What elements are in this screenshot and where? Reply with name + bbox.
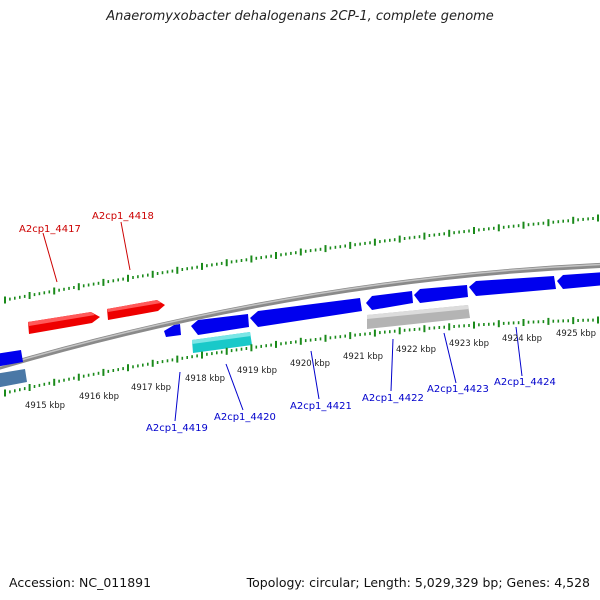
topology-text: Topology: circular; Length: 5,029,329 bp… <box>246 575 590 590</box>
gene-label-A2cp1_4420[interactable]: A2cp1_4420 <box>214 412 276 423</box>
gene-A2cp1_4417-shade <box>28 312 95 326</box>
genome-backbone-highlight <box>0 263 600 367</box>
reverse-strand-genes <box>0 272 600 388</box>
scale-label: 4923 kbp <box>449 339 489 349</box>
gene-A2cp1_4418[interactable] <box>107 300 165 320</box>
scale-label: 4918 kbp <box>185 374 225 384</box>
scale-label: 4915 kbp <box>25 401 65 411</box>
gene-A2cp1_4421b[interactable] <box>366 291 413 310</box>
gene-label-A2cp1_4424[interactable]: A2cp1_4424 <box>494 377 556 388</box>
leader-line-A2cp1_4423 <box>443 332 457 384</box>
gene-A2cp1_4424[interactable] <box>469 276 556 296</box>
scale-label: 4920 kbp <box>290 359 330 369</box>
lower-tick-track <box>4 316 599 397</box>
scale-label: 4916 kbp <box>79 392 119 402</box>
gene-A2cp1_4421[interactable] <box>250 298 362 327</box>
scale-label: 4925 kbp <box>556 329 596 339</box>
gene-label-A2cp1_4421[interactable]: A2cp1_4421 <box>290 401 352 412</box>
scale-label: 4922 kbp <box>396 345 436 355</box>
genome-backbone <box>0 262 600 370</box>
leader-line-A2cp1_4417 <box>42 232 58 283</box>
scale-label: 4917 kbp <box>131 383 171 393</box>
scale-labels: 4915 kbp 4916 kbp 4917 kbp 4918 kbp 4919 kbp… <box>25 329 596 411</box>
gene-right-edge-blue[interactable] <box>557 272 600 289</box>
gene-label-leader-lines <box>42 221 523 422</box>
leader-line-A2cp1_4420 <box>225 363 244 411</box>
leader-line-A2cp1_4419 <box>174 371 181 422</box>
gene-A2cp1_4418-shade <box>107 300 161 312</box>
gene-label-A2cp1_4419[interactable]: A2cp1_4419 <box>146 423 208 434</box>
leader-line-A2cp1_4421 <box>310 350 320 400</box>
gene-A2cp1_4420-shade <box>192 332 251 344</box>
gene-label-A2cp1_4423[interactable]: A2cp1_4423 <box>427 384 489 395</box>
leader-line-A2cp1_4422 <box>390 338 394 392</box>
gene-A2cp1_4423[interactable] <box>414 285 468 303</box>
gene-A2cp1_4417[interactable] <box>28 312 100 334</box>
gene-labels: A2cp1_4417 A2cp1_4418 A2cp1_4419 A2cp1_4420… <box>19 211 556 434</box>
gene-A2cp1_4419[interactable] <box>191 314 249 335</box>
gene-label-A2cp1_4417[interactable]: A2cp1_4417 <box>19 224 81 235</box>
gene-A2cp1_4422-shade <box>367 305 469 319</box>
gene-left-edge-steelblue[interactable] <box>0 369 27 388</box>
genome-title: Anaeromyxobacter dehalogenans 2CP-1, com… <box>106 9 494 24</box>
accession-text: Accession: NC_011891 <box>9 575 152 590</box>
gene-label-A2cp1_4418[interactable]: A2cp1_4418 <box>92 211 154 222</box>
gene-small-blue[interactable] <box>164 324 181 337</box>
scale-label: 4919 kbp <box>237 366 277 376</box>
gene-label-A2cp1_4422[interactable]: A2cp1_4422 <box>362 393 424 404</box>
leader-line-A2cp1_4418 <box>120 221 131 271</box>
leader-line-A2cp1_4424 <box>515 326 523 377</box>
forward-strand-genes <box>28 300 165 334</box>
gene-left-edge-blue[interactable] <box>0 350 23 367</box>
upper-tick-track <box>4 214 599 304</box>
scale-label: 4921 kbp <box>343 352 383 362</box>
scale-label: 4924 kbp <box>502 334 542 344</box>
